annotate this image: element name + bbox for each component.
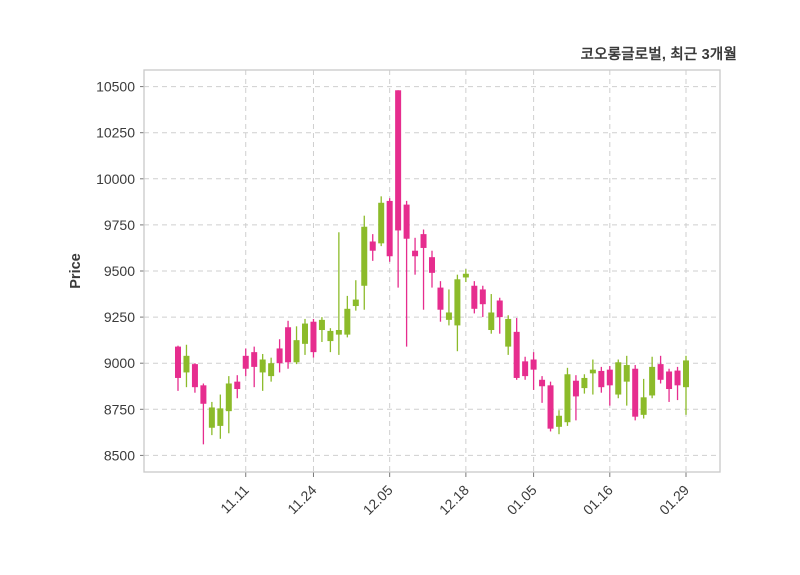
candle-body bbox=[572, 380, 579, 397]
candle-body bbox=[556, 415, 562, 427]
y-tick-label: 8750 bbox=[104, 401, 135, 417]
candle-body bbox=[242, 355, 249, 369]
candle-body bbox=[285, 327, 292, 363]
candle-body bbox=[208, 407, 215, 428]
candle-body bbox=[200, 385, 207, 404]
candle-body bbox=[412, 250, 419, 257]
candle-body bbox=[479, 289, 486, 305]
candle-body bbox=[437, 287, 444, 310]
candle-body bbox=[403, 204, 410, 239]
candle-body bbox=[496, 300, 503, 318]
y-tick-label: 10250 bbox=[96, 125, 135, 141]
candle-body bbox=[522, 361, 529, 377]
x-tick-label: 12.05 bbox=[360, 482, 396, 518]
candle-body bbox=[378, 202, 385, 244]
x-tick-label: 11.24 bbox=[284, 482, 320, 518]
candle-body bbox=[352, 299, 359, 307]
candle-body bbox=[674, 370, 681, 386]
y-tick-label: 9000 bbox=[104, 355, 135, 371]
plot-frame bbox=[143, 69, 721, 473]
candle-body bbox=[361, 226, 368, 286]
candle-body bbox=[632, 368, 639, 417]
candle-body bbox=[395, 90, 402, 231]
candle-body bbox=[683, 360, 689, 388]
candle-body bbox=[420, 234, 427, 248]
candle-body bbox=[293, 340, 300, 363]
y-tick-label: 9750 bbox=[104, 217, 135, 233]
candle-body bbox=[268, 363, 275, 377]
candle-body bbox=[386, 200, 393, 257]
x-tick-label: 01.16 bbox=[580, 482, 616, 518]
candle-body bbox=[462, 273, 469, 278]
candle-body bbox=[276, 348, 283, 364]
candle-body bbox=[310, 321, 317, 353]
y-tick-label: 9250 bbox=[104, 309, 135, 325]
candle-body bbox=[327, 330, 334, 342]
candle-body bbox=[513, 331, 520, 378]
candle-body bbox=[454, 279, 461, 326]
candle-body bbox=[598, 370, 605, 388]
y-tick-label: 8500 bbox=[104, 447, 135, 463]
candle-body bbox=[175, 346, 181, 378]
candle-body bbox=[530, 359, 537, 370]
candle-body bbox=[344, 308, 351, 335]
candle-body bbox=[606, 369, 613, 386]
y-tick-label: 10500 bbox=[96, 79, 135, 95]
candle-body bbox=[623, 365, 630, 382]
candle-body bbox=[547, 385, 554, 429]
candle-body bbox=[649, 366, 656, 396]
candle-body bbox=[335, 330, 342, 335]
candle-body bbox=[429, 257, 435, 273]
candle-body bbox=[539, 379, 546, 387]
chart-title: 코오롱글로벌, 최근 3개월 bbox=[580, 47, 737, 63]
candle-body bbox=[615, 362, 622, 395]
candle-body bbox=[505, 318, 512, 347]
candle-body bbox=[191, 364, 198, 388]
candle-body bbox=[589, 369, 596, 374]
candle-body bbox=[217, 408, 224, 426]
candle-body bbox=[302, 323, 308, 344]
candle-body bbox=[657, 364, 664, 380]
candle-body bbox=[640, 397, 647, 415]
x-tick-label: 01.29 bbox=[656, 482, 692, 518]
candle-body bbox=[369, 241, 376, 251]
y-tick-label: 9500 bbox=[104, 263, 135, 279]
candle-body bbox=[318, 319, 325, 331]
candle-body bbox=[666, 371, 673, 390]
candle-body bbox=[564, 374, 571, 423]
candle-body bbox=[488, 312, 495, 331]
x-tick-label: 11.11 bbox=[217, 482, 252, 517]
candle-body bbox=[251, 352, 258, 367]
candle-body bbox=[183, 355, 190, 373]
x-tick-label: 01.05 bbox=[504, 482, 540, 518]
candle-body bbox=[581, 377, 588, 389]
candle-body bbox=[445, 312, 452, 320]
candle-body bbox=[234, 381, 241, 390]
candle-body bbox=[225, 383, 232, 412]
candle-body bbox=[259, 359, 266, 373]
x-tick-label: 12.18 bbox=[436, 482, 472, 518]
y-tick-label: 10000 bbox=[96, 171, 135, 187]
candle-body bbox=[471, 285, 478, 309]
